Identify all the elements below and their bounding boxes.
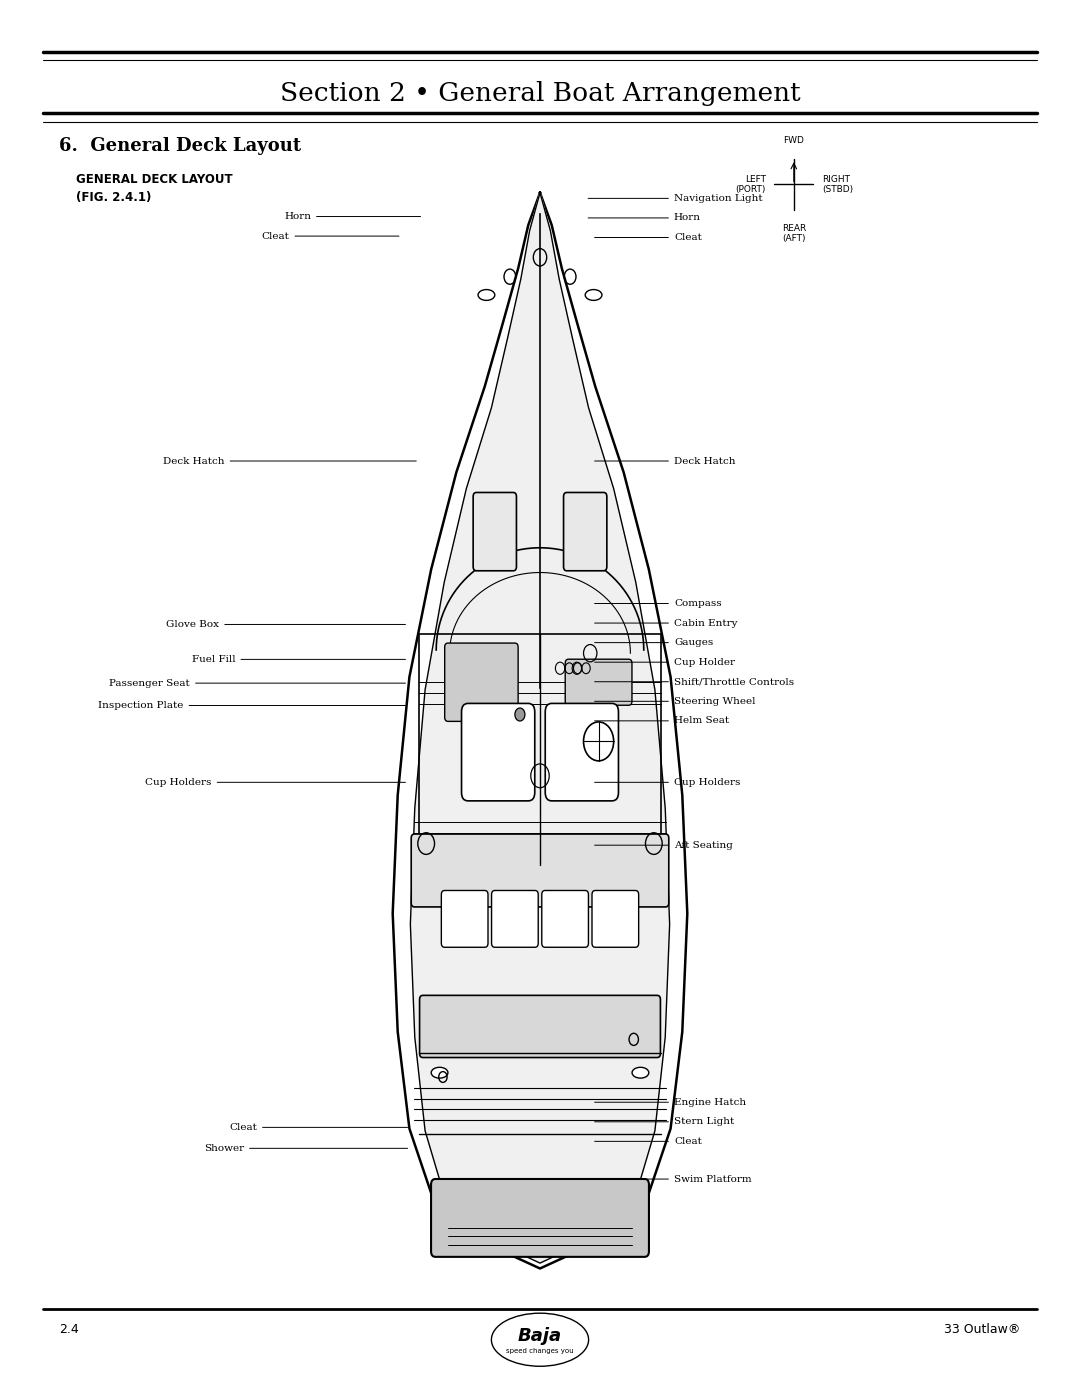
Text: Baja: Baja: [518, 1327, 562, 1344]
Text: Passenger Seat: Passenger Seat: [109, 679, 405, 687]
Text: Swim Platform: Swim Platform: [595, 1175, 752, 1183]
Text: speed changes you: speed changes you: [507, 1348, 573, 1354]
Ellipse shape: [632, 1067, 649, 1078]
Text: Cleat: Cleat: [229, 1123, 407, 1132]
Text: 2.4: 2.4: [59, 1323, 79, 1337]
Text: Glove Box: Glove Box: [166, 620, 405, 629]
Text: REAR
(AFT): REAR (AFT): [782, 224, 806, 243]
FancyBboxPatch shape: [411, 834, 669, 907]
Text: Inspection Plate: Inspection Plate: [98, 701, 405, 710]
Text: Gauges: Gauges: [595, 638, 713, 647]
Text: Aft Seating: Aft Seating: [595, 841, 733, 849]
Polygon shape: [410, 193, 670, 1263]
FancyBboxPatch shape: [565, 659, 632, 705]
FancyBboxPatch shape: [420, 995, 661, 1058]
FancyBboxPatch shape: [491, 890, 538, 947]
Text: Deck Hatch: Deck Hatch: [595, 457, 735, 465]
Text: 33 Outlaw®: 33 Outlaw®: [944, 1323, 1021, 1337]
Text: 6.  General Deck Layout: 6. General Deck Layout: [59, 137, 301, 155]
Ellipse shape: [478, 289, 495, 300]
Polygon shape: [393, 193, 687, 1268]
Text: Cup Holders: Cup Holders: [146, 778, 405, 787]
Text: Steering Wheel: Steering Wheel: [595, 697, 755, 705]
Text: GENERAL DECK LAYOUT: GENERAL DECK LAYOUT: [76, 173, 232, 186]
Circle shape: [515, 708, 525, 721]
Text: Compass: Compass: [595, 599, 721, 608]
Text: Cabin Entry: Cabin Entry: [595, 619, 738, 627]
Ellipse shape: [585, 289, 602, 300]
Text: RIGHT
(STBD): RIGHT (STBD): [822, 175, 853, 194]
Text: Cup Holder: Cup Holder: [595, 658, 734, 666]
Text: Engine Hatch: Engine Hatch: [595, 1098, 746, 1106]
FancyBboxPatch shape: [442, 890, 488, 947]
Text: Navigation Light: Navigation Light: [589, 194, 762, 203]
Ellipse shape: [431, 1067, 448, 1078]
FancyBboxPatch shape: [545, 704, 619, 800]
Text: FWD: FWD: [783, 137, 805, 145]
FancyBboxPatch shape: [473, 493, 516, 571]
Text: Deck Hatch: Deck Hatch: [163, 457, 416, 465]
Text: Fuel Fill: Fuel Fill: [192, 655, 405, 664]
FancyBboxPatch shape: [431, 1179, 649, 1257]
Text: LEFT
(PORT): LEFT (PORT): [735, 175, 766, 194]
Text: Cup Holders: Cup Holders: [595, 778, 740, 787]
FancyBboxPatch shape: [461, 704, 535, 800]
Text: Stern Light: Stern Light: [595, 1118, 734, 1126]
Text: Shift/Throttle Controls: Shift/Throttle Controls: [595, 678, 794, 686]
Text: Shower: Shower: [204, 1144, 407, 1153]
Text: (FIG. 2.4.1): (FIG. 2.4.1): [76, 191, 151, 204]
Text: Cleat: Cleat: [595, 233, 702, 242]
Text: Cleat: Cleat: [595, 1137, 702, 1146]
FancyBboxPatch shape: [445, 643, 518, 721]
Text: Helm Seat: Helm Seat: [595, 717, 729, 725]
FancyBboxPatch shape: [592, 890, 638, 947]
Text: Horn: Horn: [284, 212, 420, 221]
Text: Section 2 • General Boat Arrangement: Section 2 • General Boat Arrangement: [280, 81, 800, 106]
FancyBboxPatch shape: [564, 493, 607, 571]
FancyBboxPatch shape: [542, 890, 589, 947]
Text: Cleat: Cleat: [261, 232, 399, 240]
Text: Horn: Horn: [589, 214, 701, 222]
